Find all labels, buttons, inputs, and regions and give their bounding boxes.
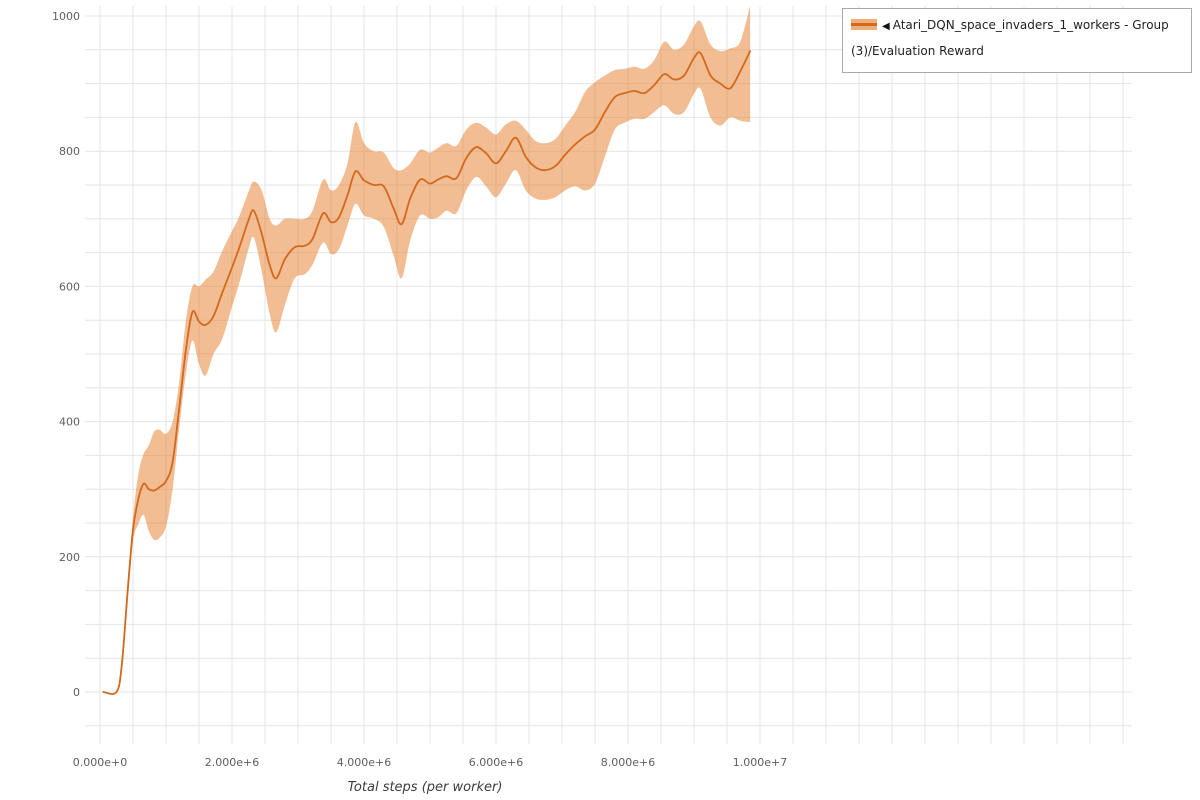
x-tick-label: 0.000e+0 — [73, 756, 127, 769]
confidence-band — [103, 5, 751, 695]
legend: ◀ Atari_DQN_space_invaders_1_workers - Gr… — [842, 8, 1192, 73]
y-tick-label: 0 — [73, 686, 80, 699]
legend-series-label: Atari_DQN_space_invaders_1_workers - Gro… — [851, 18, 1169, 58]
x-tick-labels: 0.000e+0 2.000e+6 4.000e+6 6.000e+6 8.000e+6… — [73, 756, 787, 769]
y-tick-label: 1000 — [52, 10, 80, 23]
x-tick-label: 6.000e+6 — [469, 756, 523, 769]
x-tick-label: 2.000e+6 — [205, 756, 259, 769]
legend-item[interactable]: ◀ Atari_DQN_space_invaders_1_workers - Gr… — [851, 13, 1181, 64]
x-tick-label: 4.000e+6 — [337, 756, 391, 769]
x-tick-label: 8.000e+6 — [601, 756, 655, 769]
y-tick-label: 400 — [59, 416, 80, 429]
legend-swatch-line — [851, 23, 877, 26]
x-axis-title: Total steps (per worker) — [347, 780, 503, 795]
mean-line — [102, 50, 751, 695]
y-tick-labels: 0 200 400 600 800 1000 — [52, 10, 80, 699]
y-tick-label: 800 — [59, 145, 80, 158]
legend-swatch-band — [851, 19, 877, 30]
x-tick-label: 1.000e+7 — [733, 756, 787, 769]
y-tick-label: 200 — [59, 551, 80, 564]
collapse-marker-icon: ◀ — [882, 21, 890, 32]
y-tick-label: 600 — [59, 280, 80, 293]
series-0 — [102, 5, 751, 695]
